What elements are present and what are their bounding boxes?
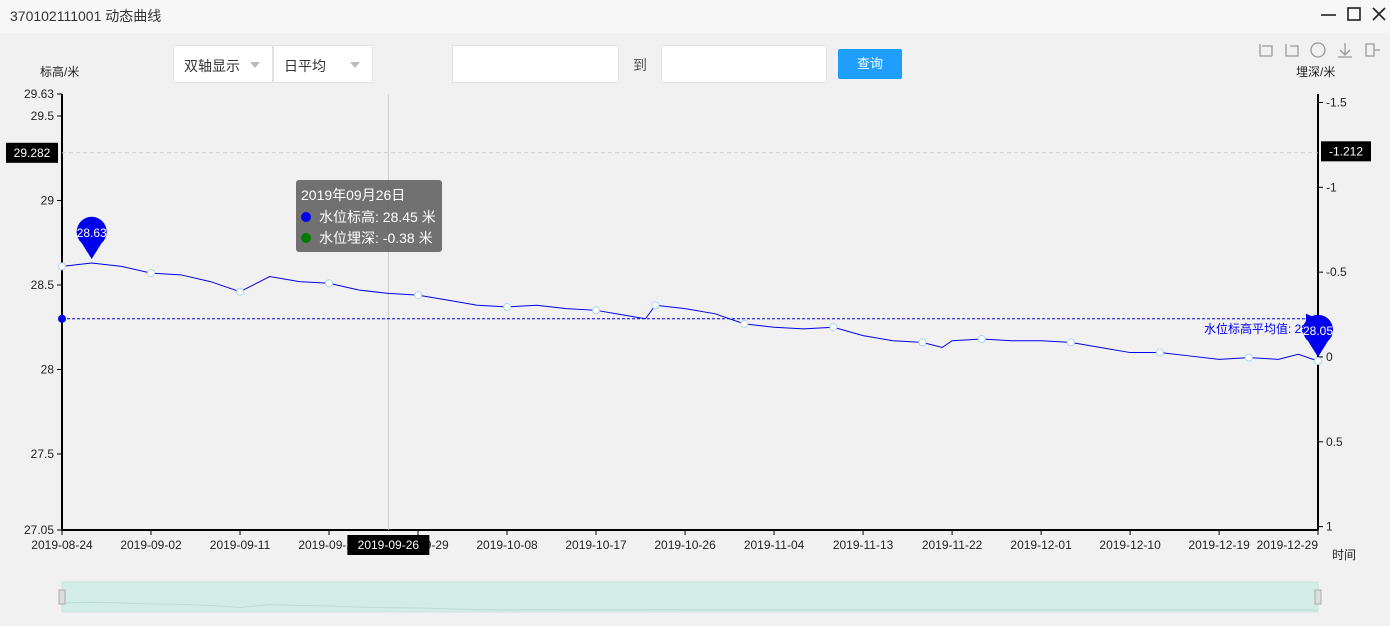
save-tool[interactable] xyxy=(1338,43,1352,58)
data-point xyxy=(147,269,156,278)
data-point xyxy=(325,279,334,288)
x-tick-label: 2019-12-10 xyxy=(1099,538,1161,552)
y2-tick-label: 0.5 xyxy=(1326,435,1343,449)
y2-tick-label: -1.5 xyxy=(1326,95,1347,109)
window-controls xyxy=(1321,7,1386,21)
data-point xyxy=(58,262,66,271)
period-select[interactable]: 日平均 xyxy=(273,45,373,83)
x-tick-label: 2019-09-11 xyxy=(210,538,271,552)
x-tick-label: 2019-09-02 xyxy=(120,538,182,552)
tooltip-row: 水位标高: 28.45 米 xyxy=(319,209,436,225)
y-tick-label: 27.05 xyxy=(24,523,54,537)
data-point xyxy=(740,319,749,328)
x-tick-label: 2019-12-01 xyxy=(1010,538,1072,552)
tooltip-swatch xyxy=(301,212,311,222)
pointer-y-label: 29.282 xyxy=(14,146,51,160)
maximize-button[interactable] xyxy=(1347,7,1361,21)
series-line xyxy=(61,262,1319,362)
x-tick-label: 2019-11-13 xyxy=(833,538,894,552)
zoom-reset-tool[interactable] xyxy=(1285,44,1299,57)
y2-tick-label: 0 xyxy=(1326,350,1333,364)
x-tick-label: 2019-09-20 xyxy=(298,538,360,552)
pointer-x-label: 2019-09-26 xyxy=(358,538,420,552)
x-tick-label: 2019-11-04 xyxy=(744,538,805,552)
chart-toolbox xyxy=(1259,42,1380,58)
data-point xyxy=(1066,338,1075,347)
data-point xyxy=(651,301,660,310)
y-tick-label: 28.5 xyxy=(31,278,55,292)
y-tick-label: 27.5 xyxy=(31,447,55,461)
max-pin-label: 28.63 xyxy=(77,226,107,240)
tooltip-row: 水位埋深: -0.38 米 xyxy=(319,230,433,246)
zoom-slider xyxy=(61,581,1319,613)
data-point xyxy=(1155,348,1164,357)
x-tick-label: 2019-08-24 xyxy=(31,538,93,552)
y-tick-label: 28 xyxy=(41,362,55,376)
x-tick-label: 2019-11-22 xyxy=(922,538,983,552)
mode-select[interactable]: 双轴显示 xyxy=(173,45,273,83)
data-point xyxy=(829,323,838,332)
tooltip-swatch xyxy=(301,233,311,243)
pointer-y2-label: -1.212 xyxy=(1329,144,1363,158)
pointer-y2-label-box xyxy=(1321,141,1371,162)
mean-line-label: 水位标高平均值: 28 xyxy=(1204,321,1308,336)
zoom-slider-line xyxy=(61,601,1318,611)
zoom-handle-left xyxy=(58,589,66,605)
y-tick-label: 29 xyxy=(41,193,55,207)
y-axis-title: 标高/米 xyxy=(40,64,79,79)
data-point xyxy=(236,287,245,296)
y2-tick-label: -0.5 xyxy=(1326,265,1347,279)
tooltip-title: 2019年09月26日 xyxy=(301,187,405,203)
data-point xyxy=(918,338,927,347)
data-point xyxy=(414,291,423,300)
y-tick-label: 29.63 xyxy=(24,87,54,101)
pointer-x-label-box xyxy=(347,535,430,555)
y2-tick-label: 1 xyxy=(1326,520,1333,534)
x-tick-label: 2019-10-08 xyxy=(476,538,538,552)
last-pin xyxy=(1303,314,1333,358)
data-point xyxy=(1244,353,1253,362)
last-pin-label: 28.05 xyxy=(1303,324,1333,338)
x-axis-title: 时间 xyxy=(1332,548,1356,562)
data-point xyxy=(592,306,601,315)
tooltip-box xyxy=(296,180,442,252)
max-pin xyxy=(76,216,107,259)
y2-axis-title: 埋深/米 xyxy=(1296,65,1335,79)
x-tick-label: 2019-10-26 xyxy=(654,538,716,552)
y-tick-label: 29.5 xyxy=(31,109,55,123)
zoom-tool[interactable] xyxy=(1259,44,1273,57)
x-tick-label: 2019-10-17 xyxy=(565,538,627,552)
export-tool[interactable] xyxy=(1365,43,1380,57)
x-tick-label: 2019-12-19 xyxy=(1188,538,1250,552)
range-separator: 到 xyxy=(633,57,647,73)
mean-line-start xyxy=(58,314,66,323)
window-title: 370102111001 动态曲线 xyxy=(0,0,1390,33)
start-date-input[interactable] xyxy=(452,45,619,83)
close-button[interactable] xyxy=(1372,7,1386,21)
query-button[interactable]: 查询 xyxy=(838,49,902,79)
x-tick-label: 2019-12-29 xyxy=(1257,538,1319,552)
end-date-input[interactable] xyxy=(661,45,827,83)
data-point xyxy=(1314,357,1322,366)
data-point xyxy=(503,302,512,311)
restore-tool[interactable] xyxy=(1310,42,1326,58)
y2-tick-label: -1 xyxy=(1326,180,1337,194)
zoom-handle-right xyxy=(1314,589,1322,605)
pointer-y-label-box xyxy=(6,142,58,163)
data-point xyxy=(977,335,986,344)
